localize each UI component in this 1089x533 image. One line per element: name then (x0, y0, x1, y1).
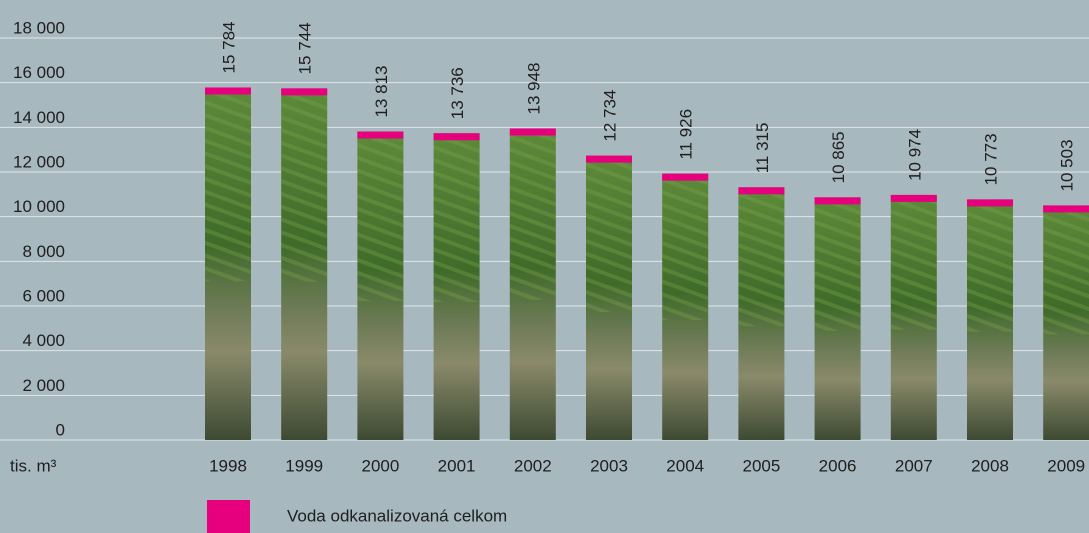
value-label: 13 948 (524, 62, 543, 114)
value-label: 15 784 (219, 21, 238, 73)
value-label: 10 773 (981, 133, 1000, 185)
bar-cap (967, 199, 1013, 207)
value-label: 13 736 (448, 67, 467, 119)
y-tick-label: 4 000 (22, 331, 65, 350)
value-label: 10 503 (1058, 139, 1077, 191)
bar-cap (509, 128, 556, 136)
y-tick-label: 18 000 (13, 18, 65, 37)
x-tick-label: 2006 (819, 456, 857, 475)
value-label: 11 315 (753, 123, 772, 174)
x-tick-label: 2007 (895, 456, 933, 475)
bar-cap (662, 173, 709, 181)
x-tick-label: 1999 (285, 456, 323, 475)
x-tick-label: 1998 (209, 456, 247, 475)
bar-texture (281, 88, 328, 282)
x-tick-label: 2008 (971, 456, 1009, 475)
bar-texture (357, 131, 404, 302)
y-axis-label: tis. m³ (10, 456, 57, 475)
value-label: 15 744 (296, 22, 315, 74)
bar-cap (738, 187, 785, 195)
bar-cap (281, 88, 328, 96)
value-label: 10 974 (905, 129, 924, 181)
bar-texture (586, 155, 632, 313)
legend-swatch (207, 500, 250, 533)
y-tick-label: 10 000 (13, 197, 65, 216)
x-tick-label: 2002 (514, 456, 552, 475)
bar-cap (1043, 205, 1089, 213)
legend-label: Voda odkanalizovaná celkom (287, 506, 507, 525)
x-tick-label: 2003 (590, 456, 628, 475)
bar-texture (738, 187, 785, 327)
x-tick-label: 2004 (666, 456, 704, 475)
value-label: 10 865 (829, 131, 848, 183)
y-tick-label: 16 000 (13, 63, 65, 82)
y-tick-label: 12 000 (13, 152, 65, 171)
bar-texture (814, 197, 861, 331)
bar-texture (662, 173, 709, 321)
bar-cap (586, 155, 632, 163)
bar-texture (205, 87, 251, 282)
bar-texture (509, 128, 556, 300)
x-tick-label: 2000 (361, 456, 399, 475)
y-tick-label: 14 000 (13, 108, 65, 127)
value-label: 11 926 (677, 109, 696, 160)
bar-cap (890, 194, 937, 202)
x-tick-label: 2005 (742, 456, 780, 475)
bar-texture (433, 133, 480, 302)
bar-texture (1043, 205, 1089, 335)
y-tick-label: 8 000 (22, 242, 65, 261)
x-tick-label: 2009 (1047, 456, 1085, 475)
value-label: 13 813 (372, 66, 391, 118)
bar-cap (357, 131, 404, 139)
bar-cap (205, 87, 251, 95)
value-label: 12 734 (600, 90, 619, 142)
y-tick-label: 0 (56, 420, 65, 439)
bar-cap (433, 133, 480, 141)
y-tick-label: 2 000 (22, 376, 65, 395)
bar-cap (814, 197, 861, 205)
x-tick-label: 2001 (438, 456, 476, 475)
bar-texture (890, 194, 937, 330)
bar-texture (967, 199, 1013, 332)
y-tick-label: 6 000 (22, 286, 65, 305)
